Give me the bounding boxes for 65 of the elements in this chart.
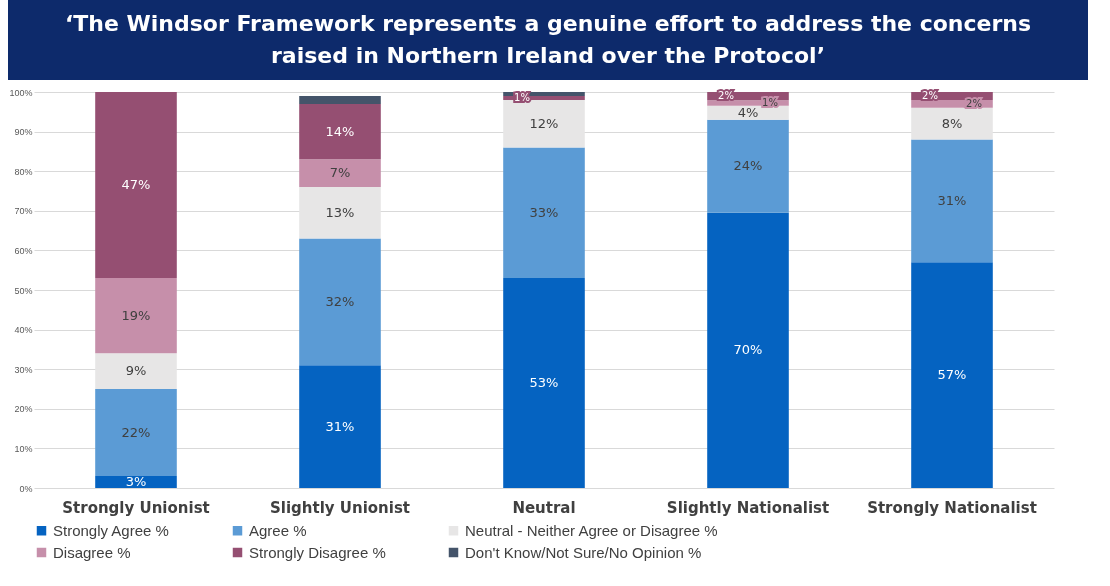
data-label: 57% — [937, 367, 967, 383]
bar — [299, 238, 381, 366]
data-label: 33% — [529, 204, 559, 220]
bar — [503, 278, 585, 488]
bar — [707, 212, 789, 488]
y-tick-label: 80% — [14, 166, 33, 177]
data-label: 7% — [329, 165, 351, 181]
data-label: 53% — [529, 375, 559, 391]
data-label: 32% — [325, 293, 355, 309]
y-tick-label: 70% — [14, 206, 33, 217]
legend-label: Neutral - Neither Agree or Disagree % — [465, 521, 718, 539]
bar — [95, 278, 177, 354]
x-tick-label: Slightly Nationalist — [666, 498, 830, 517]
data-label: 3% — [125, 474, 147, 490]
data-label: 14% — [325, 123, 355, 139]
bar — [95, 92, 177, 279]
bar — [503, 99, 585, 148]
y-tick-label: 50% — [14, 285, 33, 296]
bar — [299, 365, 381, 488]
data-label: 19% — [121, 307, 151, 323]
data-label: 8% — [941, 115, 963, 131]
data-label: 4% — [737, 104, 759, 120]
bar — [911, 262, 993, 488]
bar — [503, 147, 585, 279]
x-tick-label: Neutral — [512, 498, 576, 517]
data-label: 70% — [733, 342, 763, 358]
data-label: 31% — [937, 192, 967, 208]
chart-title: ‘The Windsor Framework represents a genuine effort to address the concerns raised in Northern Ireland over the Protocol’ — [8, 0, 1088, 80]
bar — [95, 353, 177, 389]
bar — [707, 119, 789, 213]
x-tick-label: Strongly Nationalist — [867, 498, 1037, 517]
bar — [911, 107, 993, 140]
bar — [95, 389, 177, 477]
y-tick-label: 40% — [14, 325, 33, 336]
data-label: 2% — [718, 90, 734, 102]
data-label: 13% — [325, 204, 355, 220]
y-tick-label: 90% — [14, 127, 33, 138]
x-tick-label: Strongly Unionist — [62, 498, 210, 517]
legend-label: Disagree % — [53, 543, 131, 561]
data-label: 9% — [125, 363, 147, 379]
bar — [911, 139, 993, 263]
y-tick-label: 100% — [9, 87, 33, 98]
y-tick-label: 20% — [14, 404, 33, 415]
bar — [299, 187, 381, 239]
legend-label: Strongly Agree % — [53, 521, 169, 539]
x-tick-label: Slightly Unionist — [269, 498, 411, 517]
y-tick-label: 30% — [14, 364, 33, 375]
legend-label: Agree % — [249, 521, 307, 539]
bar — [95, 476, 177, 488]
y-tick-label: 60% — [14, 245, 33, 256]
data-label: 2% — [966, 97, 982, 109]
bar — [299, 159, 381, 188]
data-label: 31% — [325, 418, 355, 434]
legend-label: Strongly Disagree % — [249, 543, 386, 561]
y-tick-label: 0% — [19, 483, 33, 494]
data-label: 1% — [762, 97, 778, 109]
legend-label: Don't Know/Not Sure/No Opinion % — [465, 543, 702, 561]
data-label: 22% — [121, 424, 151, 440]
data-label: 12% — [529, 115, 559, 131]
data-label: 24% — [733, 158, 763, 174]
data-label: 2% — [922, 89, 938, 101]
data-label: 47% — [121, 177, 151, 193]
bar — [299, 103, 381, 160]
y-tick-label: 10% — [14, 443, 33, 454]
bar — [299, 95, 381, 104]
